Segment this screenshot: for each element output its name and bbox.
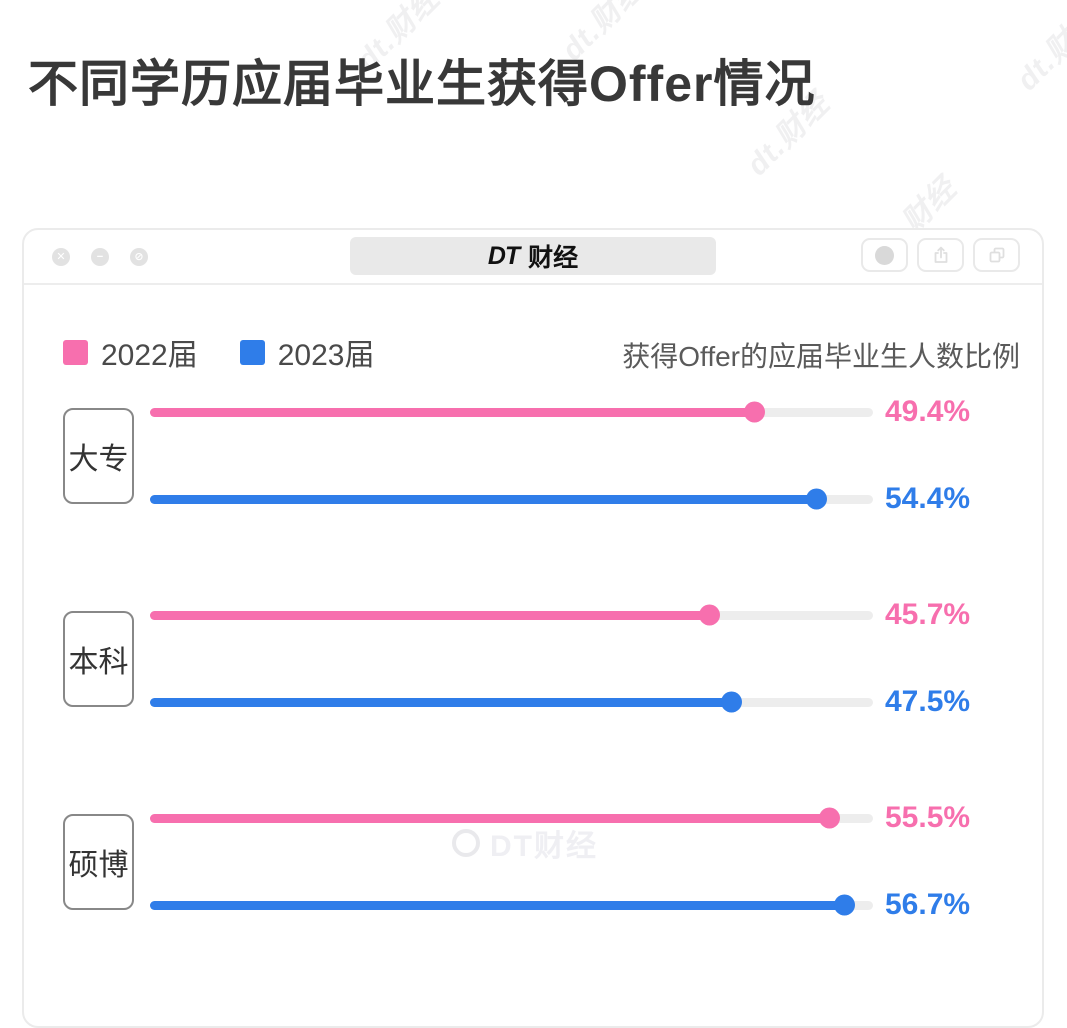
bar-track	[150, 604, 873, 626]
traffic-lights: ✕ − ⊘	[52, 247, 148, 266]
legend-item: 2023届	[239, 330, 375, 374]
bar-fill	[150, 807, 841, 829]
lollipop-row: 49.4%	[150, 395, 970, 428]
bar-fill	[150, 488, 827, 510]
lollipop-row: 56.7%	[150, 888, 970, 921]
data-point-dot	[699, 604, 721, 626]
legend-item: 2022届	[63, 330, 198, 374]
bar-fill	[150, 401, 766, 423]
chart-caption: 获得Offer的应届毕业生人数比例	[622, 341, 1020, 372]
data-point-dot	[721, 691, 743, 713]
bar-track	[150, 691, 873, 713]
close-icon[interactable]: ✕	[52, 247, 70, 266]
lollipop-row: 47.5%	[150, 685, 970, 718]
bar-track	[150, 894, 873, 916]
legend-label: 2022届	[101, 339, 198, 372]
category-label: 大专	[63, 408, 134, 504]
badge-label: 财经	[528, 244, 579, 272]
value-label: 47.5%	[885, 685, 971, 718]
watermark-text: dt.财经	[1010, 1, 1067, 98]
chart-legend: 2022届 2023届	[63, 330, 375, 374]
value-label: 55.5%	[885, 801, 971, 834]
share-button[interactable]	[917, 238, 964, 272]
bar-track	[150, 401, 873, 423]
duplicate-button[interactable]	[973, 238, 1020, 272]
share-icon	[934, 246, 947, 263]
lollipop-row: 55.5%	[150, 801, 970, 834]
bar-fill	[150, 691, 743, 713]
record-icon	[875, 245, 894, 265]
bar-fill	[150, 894, 855, 916]
bar-track	[150, 807, 873, 829]
dt-logo: DT	[487, 241, 520, 270]
chart-window: ✕ − ⊘ DT 财经	[22, 228, 1044, 1028]
bar-track	[150, 488, 873, 510]
data-point-dot	[744, 401, 766, 423]
chart-group: 本科 45.7% 47.5%	[63, 598, 1020, 718]
lollipop-row: 45.7%	[150, 598, 970, 631]
value-label: 54.4%	[885, 482, 971, 515]
category-label: 硕博	[63, 814, 134, 910]
chart-groups: 大专 49.4% 54.4% 本科 45.7% 47.5% 硕博 55.5% 56.7%	[63, 395, 1020, 1015]
window-action-buttons	[861, 238, 1020, 272]
value-label: 56.7%	[885, 888, 971, 921]
disable-icon[interactable]: ⊘	[130, 247, 148, 266]
chart-group: 硕博 55.5% 56.7%	[63, 801, 1020, 921]
legend-swatch-icon	[239, 339, 265, 365]
data-point-dot	[805, 488, 827, 510]
chart-group: 大专 49.4% 54.4%	[63, 395, 1020, 515]
value-label: 49.4%	[885, 395, 971, 428]
lollipop-row: 54.4%	[150, 482, 970, 515]
window-titlebar: ✕ − ⊘ DT 财经	[24, 230, 1042, 285]
bar-fill	[150, 604, 721, 626]
value-label: 45.7%	[885, 598, 971, 631]
record-button[interactable]	[861, 238, 908, 272]
data-point-dot	[819, 807, 841, 829]
data-point-dot	[833, 894, 855, 916]
legend-swatch-icon	[63, 339, 88, 365]
minimize-icon[interactable]: −	[91, 247, 109, 266]
legend-label: 2023届	[277, 339, 375, 372]
category-label: 本科	[63, 611, 134, 707]
window-title-badge: DT 财经	[350, 237, 716, 275]
duplicate-icon	[989, 247, 1004, 263]
page-title: 不同学历应届毕业生获得Offer情况	[28, 56, 816, 112]
